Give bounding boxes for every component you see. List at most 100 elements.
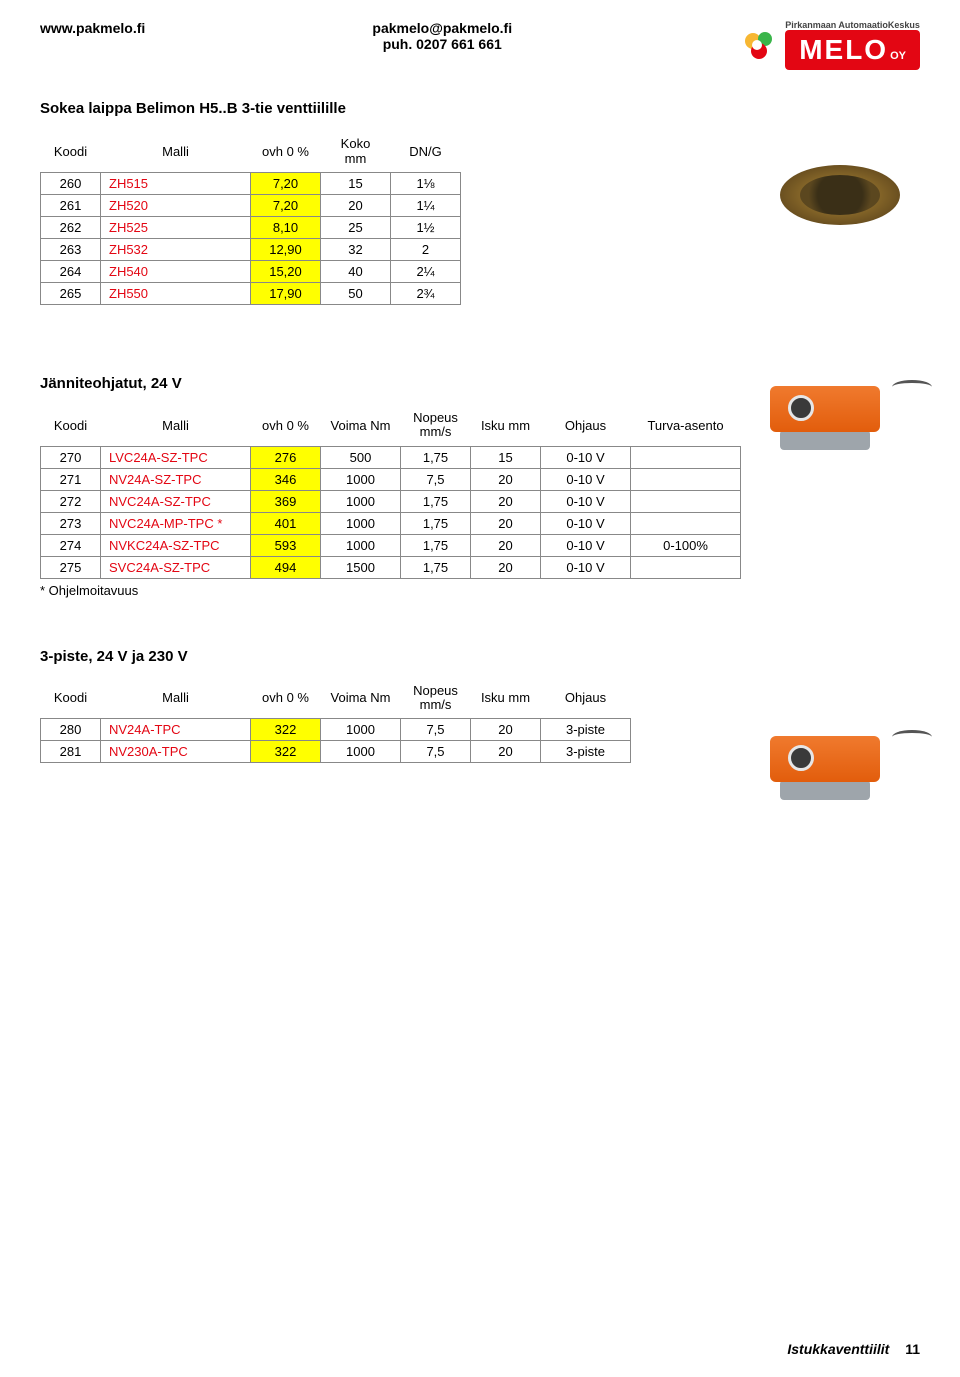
cell: 20 — [471, 556, 541, 578]
cell: 500 — [321, 446, 401, 468]
section1-table: Koodi Malli ovh 0 % Koko mm DN/G 260ZH51… — [40, 133, 461, 305]
email: pakmelo@pakmelo.fi — [372, 20, 512, 36]
cell: 273 — [41, 512, 101, 534]
cell: 15 — [471, 446, 541, 468]
cell: 1000 — [321, 534, 401, 556]
cell: 1000 — [321, 468, 401, 490]
section2-table: Koodi Malli ovh 0 % Voima Nm Nopeusmm/s … — [40, 408, 741, 579]
table-row: 272NVC24A-SZ-TPC36910001,75200-10 V — [41, 490, 741, 512]
cell: 1500 — [321, 556, 401, 578]
melo-logo: MELO OY — [785, 30, 920, 70]
cell: 20 — [471, 512, 541, 534]
cell: 322 — [251, 741, 321, 763]
table-row: 271NV24A-SZ-TPC34610007,5200-10 V — [41, 468, 741, 490]
cell: 50 — [321, 283, 391, 305]
col-malli: Malli — [101, 133, 251, 173]
col-malli: Malli — [101, 408, 251, 446]
cell — [631, 512, 741, 534]
cell: 275 — [41, 556, 101, 578]
cell: 261 — [41, 195, 101, 217]
page-header: www.pakmelo.fi pakmelo@pakmelo.fi puh. 0… — [40, 20, 920, 70]
table-header-row: Koodi Malli ovh 0 % Voima Nm Nopeusmm/s … — [41, 408, 741, 446]
col-koodi: Koodi — [41, 133, 101, 173]
cell: 20 — [471, 490, 541, 512]
footer-page: 11 — [905, 1341, 920, 1357]
cell: 15 — [321, 173, 391, 195]
col-voima: Voima Nm — [321, 681, 401, 719]
cell: 1000 — [321, 719, 401, 741]
table-row: 281NV230A-TPC32210007,5203-piste — [41, 741, 631, 763]
cell: 0-100% — [631, 534, 741, 556]
section1-title: Sokea laippa Belimon H5..B 3-tie venttii… — [40, 100, 920, 117]
pak-company-name: Pirkanmaan AutomaatioKeskus — [785, 20, 920, 30]
cell: NVC24A-MP-TPC * — [101, 512, 251, 534]
cell: 40 — [321, 261, 391, 283]
website-url: www.pakmelo.fi — [40, 20, 145, 36]
cell: 494 — [251, 556, 321, 578]
cell: ZH520 — [101, 195, 251, 217]
col-ohjaus: Ohjaus — [541, 681, 631, 719]
cell: 17,90 — [251, 283, 321, 305]
cell: SVC24A-SZ-TPC — [101, 556, 251, 578]
cell: 0-10 V — [541, 446, 631, 468]
cell: 1,75 — [401, 512, 471, 534]
cell: 276 — [251, 446, 321, 468]
cell: 270 — [41, 446, 101, 468]
cell: 20 — [321, 195, 391, 217]
col-ovh: ovh 0 % — [251, 408, 321, 446]
table-row: 273NVC24A-MP-TPC *40110001,75200-10 V — [41, 512, 741, 534]
cell: 1000 — [321, 741, 401, 763]
cell: 1⅛ — [391, 173, 461, 195]
section3-title: 3-piste, 24 V ja 230 V — [40, 648, 920, 665]
table-row: 280NV24A-TPC32210007,5203-piste — [41, 719, 631, 741]
table-row: 260ZH5157,20151⅛ — [41, 173, 461, 195]
cell: 3-piste — [541, 741, 631, 763]
cell: 3-piste — [541, 719, 631, 741]
table-row: 274NVKC24A-SZ-TPC59310001,75200-10 V0-10… — [41, 534, 741, 556]
table-row: 264ZH54015,20402¼ — [41, 261, 461, 283]
col-turva: Turva-asento — [631, 408, 741, 446]
section3-table: Koodi Malli ovh 0 % Voima Nm Nopeusmm/s … — [40, 681, 631, 764]
cell: 0-10 V — [541, 512, 631, 534]
cell: 0-10 V — [541, 556, 631, 578]
col-voima: Voima Nm — [321, 408, 401, 446]
table-row: 261ZH5207,20201¼ — [41, 195, 461, 217]
cell: 401 — [251, 512, 321, 534]
cell: 7,5 — [401, 741, 471, 763]
cell: NVKC24A-SZ-TPC — [101, 534, 251, 556]
cell: 20 — [471, 719, 541, 741]
cell: 25 — [321, 217, 391, 239]
cell: 280 — [41, 719, 101, 741]
cell: 7,5 — [401, 468, 471, 490]
cell: 1,75 — [401, 446, 471, 468]
cell: 0-10 V — [541, 534, 631, 556]
cell — [631, 446, 741, 468]
col-ovh: ovh 0 % — [251, 133, 321, 173]
cell: 322 — [251, 719, 321, 741]
table-header-row: Koodi Malli ovh 0 % Voima Nm Nopeusmm/s … — [41, 681, 631, 719]
cell: 274 — [41, 534, 101, 556]
cell: 2¼ — [391, 261, 461, 283]
cell: 264 — [41, 261, 101, 283]
melo-text: MELO — [799, 34, 888, 66]
col-ovh: ovh 0 % — [251, 681, 321, 719]
logo-text-wrap: Pirkanmaan AutomaatioKeskus MELO OY — [785, 20, 920, 70]
cell: 32 — [321, 239, 391, 261]
actuator-image-2 — [760, 720, 920, 800]
cell: 2¾ — [391, 283, 461, 305]
cell: 20 — [471, 534, 541, 556]
cell: 2 — [391, 239, 461, 261]
cell — [631, 490, 741, 512]
cell: 265 — [41, 283, 101, 305]
cell: 1,75 — [401, 556, 471, 578]
table-header-row: Koodi Malli ovh 0 % Koko mm DN/G — [41, 133, 461, 173]
col-koodi: Koodi — [41, 408, 101, 446]
cell: 7,5 — [401, 719, 471, 741]
cell: 15,20 — [251, 261, 321, 283]
cell — [631, 556, 741, 578]
cell: 281 — [41, 741, 101, 763]
footer-label: Istukkaventtiilit — [787, 1341, 889, 1357]
table-row: 262ZH5258,10251½ — [41, 217, 461, 239]
cell: 7,20 — [251, 173, 321, 195]
cell: 0-10 V — [541, 490, 631, 512]
